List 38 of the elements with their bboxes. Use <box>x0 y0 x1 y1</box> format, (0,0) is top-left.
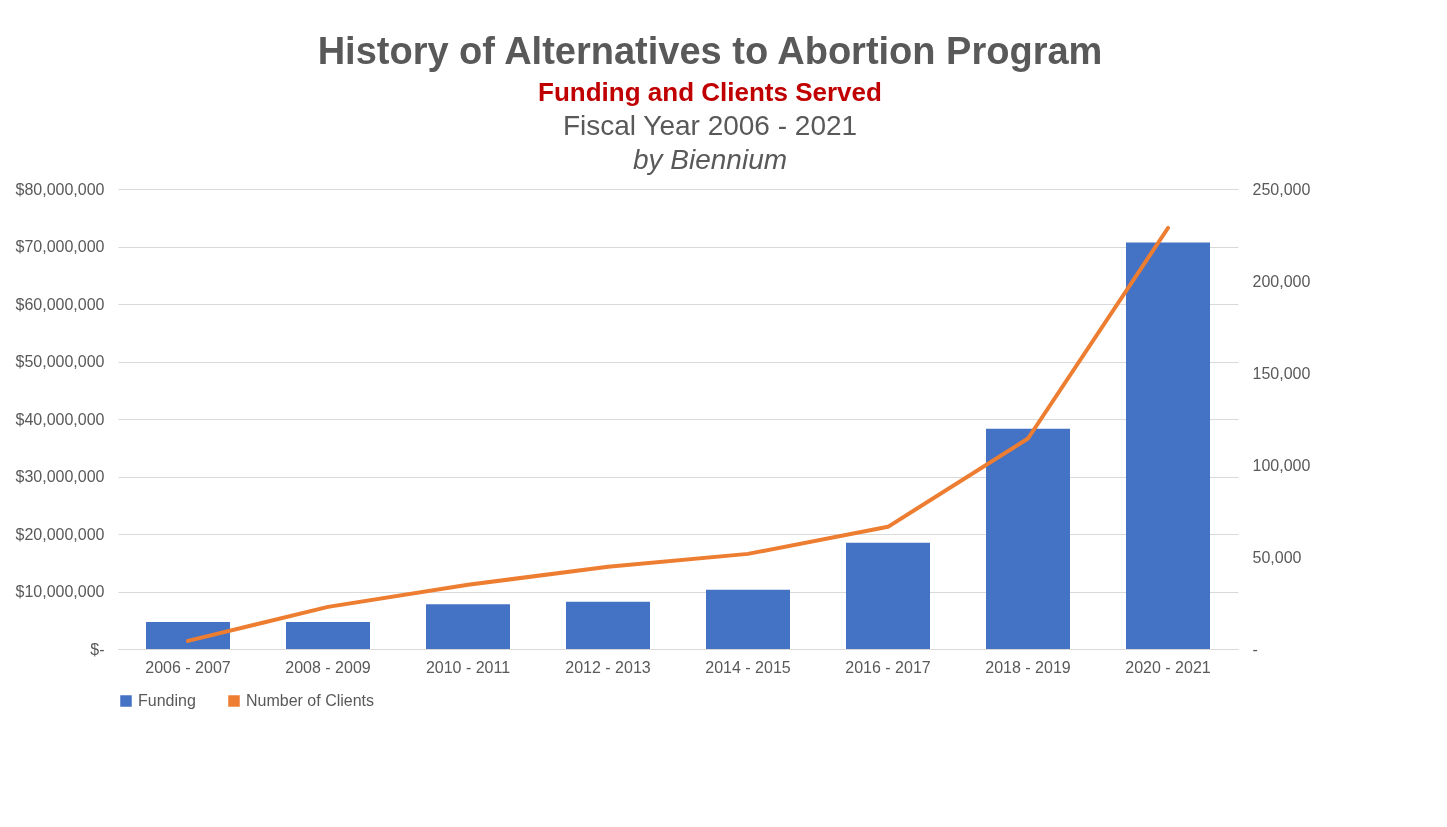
bar <box>706 589 790 649</box>
x-tick-label: 2010 - 2011 <box>425 658 511 676</box>
x-tick-label: 2020 - 2021 <box>1125 658 1211 676</box>
y2-tick-label: 50,000 <box>1252 548 1302 566</box>
bar <box>846 542 930 649</box>
y2-tick-label: - <box>1252 640 1258 658</box>
y2-tick-label: 250,000 <box>1252 180 1311 198</box>
y2-tick-label: 150,000 <box>1252 364 1311 382</box>
bar <box>986 428 1070 649</box>
x-tick-label: 2014 - 2015 <box>705 658 791 676</box>
x-tick-label: 2012 - 2013 <box>565 658 651 676</box>
legend-label: Funding <box>138 692 196 709</box>
bar <box>426 604 510 649</box>
x-tick-label: 2008 - 2009 <box>285 658 371 676</box>
y-tick-label: $60,000,000 <box>15 295 105 313</box>
text: by Biennium <box>631 144 789 176</box>
y-tick-label: $- <box>90 640 105 658</box>
bar <box>286 621 370 649</box>
chart-title: History of Alternatives to Abortion Program <box>316 30 1104 73</box>
y-tick-label: $20,000,000 <box>15 525 105 543</box>
y-tick-label: $80,000,000 <box>15 180 105 198</box>
y-tick-label: $10,000,000 <box>15 583 105 600</box>
x-tick-label: 2016 - 2017 <box>845 658 931 676</box>
line-series <box>186 226 1170 643</box>
x-tick-label: 2006 - 2007 <box>145 658 231 676</box>
y-tick-label: $70,000,000 <box>15 238 105 255</box>
bar <box>1126 242 1210 649</box>
x-tick-label: 2018 - 2019 <box>985 658 1071 676</box>
legend-label: Number of Clients <box>246 692 375 709</box>
y-tick-label: $30,000,000 <box>15 468 105 485</box>
bar <box>146 621 230 649</box>
text: Fiscal Year 2006 - 2021 <box>561 110 859 142</box>
y2-tick-label: 100,000 <box>1252 456 1311 474</box>
y2-tick-label: 200,000 <box>1252 272 1311 290</box>
chart-subtitle: Funding and Clients Served <box>537 77 883 108</box>
y-tick-label: $40,000,000 <box>15 410 105 428</box>
y-tick-label: $50,000,000 <box>15 353 105 370</box>
bar <box>566 601 650 649</box>
